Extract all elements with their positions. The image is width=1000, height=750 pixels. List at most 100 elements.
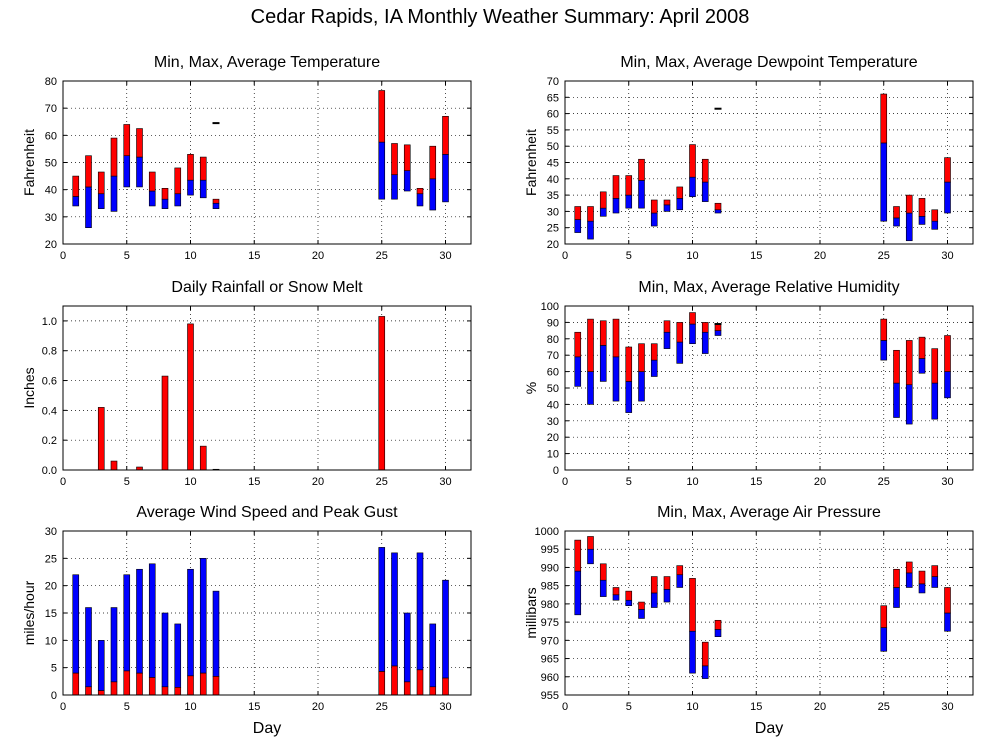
gust-bar <box>378 547 386 672</box>
bar-high-segment <box>676 565 684 576</box>
y-tick-label: 20 <box>547 432 559 444</box>
y-tick-label: 40 <box>547 399 559 411</box>
y-tick-label: 70 <box>547 76 559 88</box>
bar-high-segment <box>714 202 722 211</box>
bar-low-segment <box>689 176 696 198</box>
bar-high-segment <box>574 331 582 358</box>
bar-high-segment <box>110 137 118 177</box>
bar-low-segment <box>931 382 939 420</box>
x-tick-label: 20 <box>814 701 826 713</box>
gust-bar <box>199 558 207 674</box>
bar-low-segment <box>574 570 582 616</box>
plot-frame <box>564 80 974 245</box>
x-tick-label: 25 <box>376 701 388 713</box>
avg-speed-bar <box>123 670 131 696</box>
bar-low-segment <box>650 359 658 377</box>
bar-low-segment <box>905 212 913 242</box>
bar-low-segment <box>880 142 888 222</box>
x-tick-label: 20 <box>312 701 324 713</box>
bar-low-segment <box>944 181 951 214</box>
gust-bar <box>403 612 411 683</box>
x-tick-label: 30 <box>439 701 451 713</box>
avg-speed-bar <box>187 675 194 696</box>
bar-high-segment <box>931 565 939 577</box>
bar-high-segment <box>650 343 658 361</box>
avg-speed-bar <box>442 677 449 696</box>
bar-low-segment <box>918 583 926 594</box>
x-tick-label: 15 <box>750 701 762 713</box>
avg-speed-bar <box>378 671 386 696</box>
bar-high-segment <box>416 188 424 195</box>
bar-low-segment <box>893 382 900 418</box>
y-axis-label: Fahrenheit <box>523 129 539 196</box>
bar-low-segment <box>574 356 582 387</box>
avg-speed-bar <box>110 681 118 696</box>
gust-bar <box>212 590 220 677</box>
bar-low-segment <box>625 381 633 413</box>
bar-low-segment <box>416 193 424 207</box>
y-tick-label: 1000 <box>535 526 559 538</box>
y-tick-label: 970 <box>541 635 559 647</box>
bar-low-segment <box>663 589 671 603</box>
bar-low-segment <box>161 198 169 209</box>
y-axis-label: miles/hour <box>21 580 37 645</box>
y-tick-label: 80 <box>547 334 559 346</box>
y-tick-label: 20 <box>547 239 559 251</box>
bar-low-segment <box>676 574 684 588</box>
bar-low-segment <box>429 178 437 211</box>
page-title: Cedar Rapids, IA Monthly Weather Summary… <box>250 6 750 28</box>
y-axis-label: Fahrenheit <box>21 129 37 196</box>
bar-low-segment <box>931 576 939 588</box>
bar-low-segment <box>442 154 449 203</box>
bar-low-segment <box>676 198 684 211</box>
y-axis-label: % <box>523 382 539 394</box>
bar-low-segment <box>187 179 194 196</box>
bar-high-segment <box>442 116 449 155</box>
y-tick-label: 30 <box>45 526 57 538</box>
bar-low-segment <box>391 174 398 200</box>
avg-speed-bar <box>212 676 220 696</box>
y-tick-label: 990 <box>541 562 559 574</box>
avg-speed-bar <box>429 686 437 696</box>
x-tick-label: 10 <box>184 701 196 713</box>
y-tick-label: 0 <box>553 465 559 477</box>
chart-title: Average Wind Speed and Peak Gust <box>136 504 398 521</box>
bar-low-segment <box>148 190 156 207</box>
bar-low-segment <box>378 141 386 200</box>
y-tick-label: 35 <box>547 190 559 202</box>
x-tick-label: 30 <box>439 476 451 488</box>
bar-high-segment <box>893 206 900 219</box>
y-axis-label: millibars <box>523 587 539 638</box>
bar-low-segment <box>701 665 709 679</box>
y-tick-label: 965 <box>541 654 559 666</box>
rain-bar <box>161 375 169 471</box>
x-tick-label: 20 <box>814 250 826 262</box>
x-tick-label: 5 <box>124 476 130 488</box>
bar-high-segment <box>676 186 684 199</box>
chart-title: Min, Max, Average Temperature <box>154 54 380 71</box>
bar-low-segment <box>650 592 658 608</box>
y-tick-label: 60 <box>547 367 559 379</box>
y-tick-label: 0.2 <box>42 435 57 447</box>
bar-low-segment <box>676 341 684 364</box>
avg-speed-bar <box>136 672 143 696</box>
gust-bar <box>416 552 424 671</box>
gust-bar <box>148 563 156 678</box>
rain-bar <box>187 323 194 471</box>
plot-frame <box>62 305 472 471</box>
bar-low-segment <box>714 629 722 637</box>
y-tick-label: 5 <box>51 663 57 675</box>
y-tick-label: 955 <box>541 690 559 702</box>
series-bars <box>574 93 951 242</box>
bar-high-segment <box>918 336 926 359</box>
series-bars <box>574 312 951 425</box>
bar-low-segment <box>136 156 143 188</box>
x-tick-label: 5 <box>626 476 632 488</box>
y-tick-label: 20 <box>45 581 57 593</box>
bar-high-segment <box>587 318 594 372</box>
plot-frame <box>564 305 974 471</box>
avg-speed-bar <box>199 672 207 696</box>
chart-humidity: Min, Max, Average Relative Humidity 0 10 20… <box>523 279 974 488</box>
bar-high-segment <box>701 322 709 333</box>
